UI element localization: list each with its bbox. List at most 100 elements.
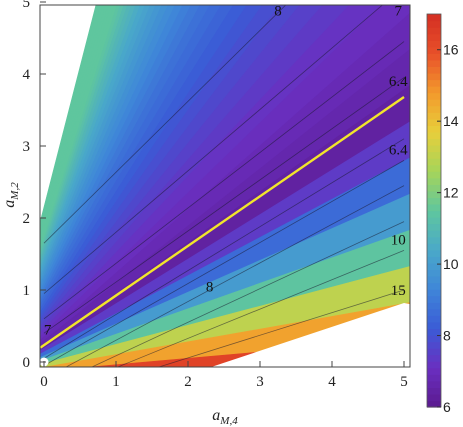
colorbar-segment bbox=[427, 164, 441, 172]
x-axis-label: aM,4 bbox=[212, 407, 238, 427]
contour-label: 7 bbox=[44, 323, 52, 339]
colorbar-segment bbox=[427, 302, 441, 310]
y-axis-label-sub: M,2 bbox=[9, 182, 21, 201]
contour-line-8 bbox=[43, 5, 287, 244]
colorbar-segment bbox=[427, 197, 441, 205]
contour-line-10 bbox=[116, 250, 405, 367]
contour-line-6.4 bbox=[43, 77, 405, 334]
colorbar-segment bbox=[427, 86, 441, 94]
colorbar-tick-label: 16 bbox=[443, 42, 459, 58]
colorbar-tick-label: 14 bbox=[443, 113, 459, 129]
colorbar-segment bbox=[427, 131, 441, 140]
y-tick-label: 4 bbox=[23, 67, 31, 83]
x-axis-label-sub: M,4 bbox=[219, 415, 238, 427]
contour-lines bbox=[43, 5, 405, 367]
contour-line-6.4 bbox=[43, 138, 405, 359]
contour-line-15 bbox=[157, 289, 405, 367]
colorbar-segment bbox=[427, 177, 441, 185]
colorbar-segment bbox=[427, 118, 441, 126]
colorbar-segment bbox=[427, 145, 441, 153]
colorbar-segment bbox=[427, 112, 441, 120]
colorbar-segment bbox=[427, 282, 441, 290]
contour-line-6.6 bbox=[43, 160, 405, 366]
y-tick-label: 0 bbox=[23, 355, 31, 371]
colorbar-segment bbox=[427, 354, 441, 362]
contour-line-7 bbox=[43, 5, 384, 294]
valley-line bbox=[39, 96, 405, 349]
colorbar-segment bbox=[427, 59, 441, 67]
colorbar-segment bbox=[427, 33, 441, 41]
colorbar-tick-label: 10 bbox=[443, 256, 459, 272]
y-tick-label: 3 bbox=[23, 139, 31, 155]
colorbar-segment bbox=[427, 321, 441, 329]
colorbar-segment bbox=[427, 393, 441, 402]
y-axis-label: aM,2 bbox=[1, 182, 21, 208]
contour-line-7 bbox=[65, 185, 405, 367]
colorbar-segment bbox=[427, 380, 441, 388]
colorbar-segment bbox=[427, 190, 441, 198]
colorbar-segment bbox=[427, 308, 441, 316]
colorbar-segment bbox=[427, 53, 441, 61]
contour-label: 8 bbox=[274, 4, 282, 20]
colorbar-segment bbox=[427, 223, 441, 231]
colorbar-segment bbox=[427, 40, 441, 48]
colorbar-segment bbox=[427, 217, 441, 225]
colorbar-segment bbox=[427, 249, 441, 257]
x-tick-label: 2 bbox=[184, 374, 192, 390]
x-tick-label: 0 bbox=[40, 374, 48, 390]
colorbar-segment bbox=[427, 158, 441, 166]
colorbar-segment bbox=[427, 125, 441, 133]
colorbar-segment bbox=[427, 361, 441, 369]
y-tick-label: 5 bbox=[23, 0, 31, 11]
y-axis-ticks: 0 1 2 3 4 5 bbox=[23, 0, 46, 371]
colorbar-segment bbox=[427, 400, 441, 408]
colorbar-segment bbox=[427, 276, 441, 284]
colorbar-segment bbox=[427, 203, 441, 212]
colorbar-segment bbox=[427, 46, 441, 54]
colorbar-segment bbox=[427, 256, 441, 264]
colorbar-frame bbox=[426, 13, 442, 408]
colorbar-segment bbox=[427, 27, 441, 35]
contour-label: 10 bbox=[391, 233, 406, 249]
colorbar-segment bbox=[427, 72, 441, 81]
colorbar-segment bbox=[427, 262, 441, 271]
colorbar-segment bbox=[427, 315, 441, 323]
x-tick-label: 5 bbox=[400, 374, 408, 390]
contour-label: 7 bbox=[394, 4, 402, 20]
contour-label: 8 bbox=[206, 279, 214, 295]
colorbar-segment bbox=[427, 341, 441, 349]
x-tick-label: 3 bbox=[256, 374, 264, 390]
colorbar-segment bbox=[427, 367, 441, 375]
colorbar-segment bbox=[427, 269, 441, 277]
colorbar-tick-label: 12 bbox=[443, 185, 459, 201]
contour-line-6.6 bbox=[43, 41, 405, 320]
x-tick-label: 4 bbox=[328, 374, 336, 390]
undefined-region bbox=[211, 302, 410, 367]
colorbar-segment bbox=[427, 289, 441, 297]
colorbar-segment bbox=[427, 99, 441, 107]
contour-label: 6.4 bbox=[389, 143, 408, 159]
y-tick-label: 1 bbox=[23, 283, 31, 299]
colorbar-tick-label: 8 bbox=[443, 328, 451, 344]
colorbar-segment bbox=[427, 236, 441, 244]
colorbar-segment bbox=[427, 184, 441, 192]
colorbar-segment bbox=[427, 230, 441, 238]
y-axis-label-main: a bbox=[1, 200, 18, 208]
colorbar-segment bbox=[427, 66, 441, 74]
colorbar-segment bbox=[427, 210, 441, 218]
x-axis-label-main: a bbox=[212, 407, 220, 424]
colorbar-segment bbox=[427, 20, 441, 28]
colorbar-segment bbox=[427, 334, 441, 343]
colorbar-segment bbox=[427, 92, 441, 100]
colorbar-segment bbox=[427, 151, 441, 159]
colorbar-segment bbox=[427, 374, 441, 382]
contour-label: 6.4 bbox=[389, 74, 408, 90]
contour-label: 15 bbox=[391, 283, 406, 299]
colorbar-segment bbox=[427, 105, 441, 113]
plot-frame bbox=[39, 4, 411, 368]
colorbar-segment bbox=[427, 79, 441, 87]
y-tick-label: 2 bbox=[23, 211, 31, 227]
colorbar-segment bbox=[427, 138, 441, 146]
